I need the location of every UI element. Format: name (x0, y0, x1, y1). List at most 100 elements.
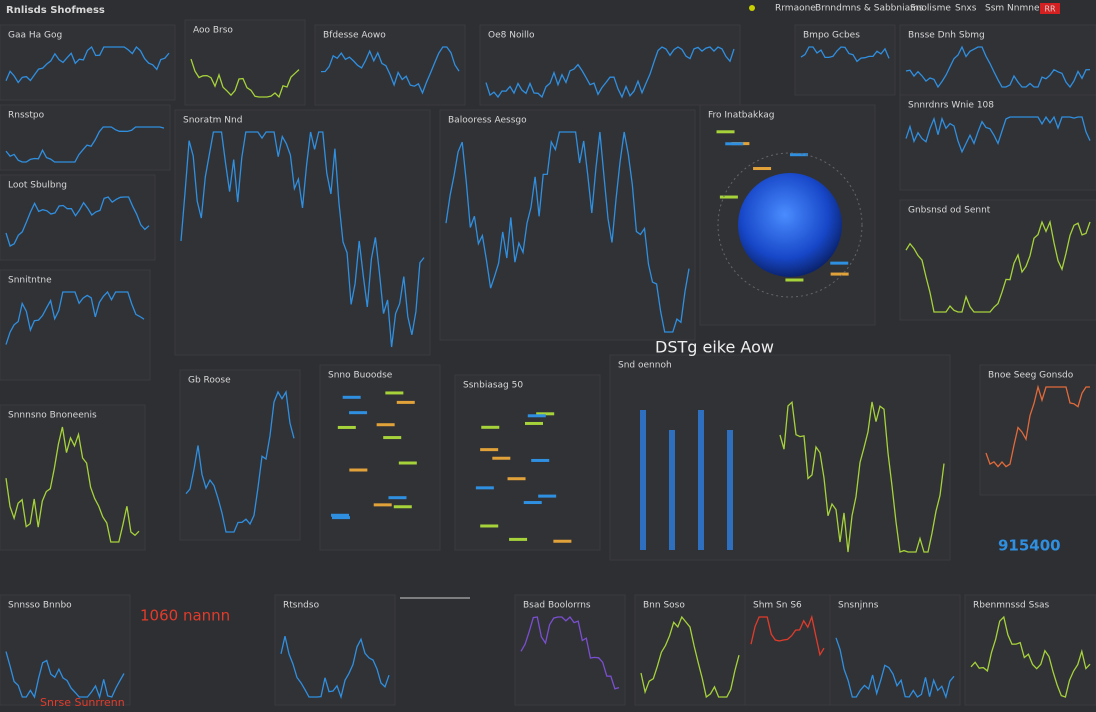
sparkline (190, 58, 300, 99)
menu-item[interactable]: Ssm Nnmnens (985, 4, 1050, 14)
legend-swatch (789, 153, 808, 157)
legend-swatch (349, 468, 368, 472)
panel (0, 104, 171, 171)
panel-title: Bsad Boolorrns (523, 601, 591, 611)
panel-title: Oe8 Noillo (488, 31, 535, 41)
legend-swatch (373, 503, 392, 507)
legend-swatch (481, 425, 500, 429)
sparkline (905, 219, 1091, 313)
panel (319, 364, 441, 551)
legend-swatch (725, 142, 744, 146)
panel (454, 374, 601, 551)
panel (514, 594, 626, 706)
legend-swatch (342, 395, 361, 399)
sparkline (5, 45, 170, 84)
panel (0, 404, 146, 551)
panel-title: Snno Buoodse (328, 371, 393, 381)
panel (829, 594, 961, 706)
menu-item[interactable]: Rrmaone (775, 4, 816, 14)
panel (184, 19, 306, 106)
sparkline (485, 46, 735, 99)
panel-title: Loot Sbulbng (8, 181, 67, 191)
legend-swatch (553, 539, 572, 543)
sparkline (5, 651, 125, 700)
panel-title: Fro Inatbakkag (708, 111, 775, 121)
panel-title: Gnbsnsd od Sennt (908, 206, 991, 216)
panel-title: Bnn Soso (643, 601, 685, 611)
panel-title: Shm Sn S6 (753, 601, 802, 611)
sparkline (280, 636, 390, 700)
legend-swatch (385, 391, 404, 395)
menu-item[interactable]: Brnndmns & Sabbniams (815, 4, 924, 14)
kpi: 915400 (998, 537, 1061, 555)
globe-ring (717, 152, 863, 298)
legend-swatch (388, 496, 407, 500)
panel (794, 24, 896, 96)
legend-swatch (716, 130, 735, 134)
sparkline (970, 615, 1091, 698)
sparkline (320, 46, 460, 95)
panel (634, 594, 746, 706)
panel-title: Aoo Brso (193, 26, 233, 36)
menu-item[interactable]: Snolisme (910, 4, 951, 14)
legend-swatch (376, 423, 395, 427)
panel-title: Snsnjnns (838, 601, 879, 611)
sparkline (5, 290, 145, 345)
kpi: Snrse Sunrrenn (40, 696, 125, 709)
panel-title: Snd oennoh (618, 361, 672, 371)
legend-swatch (830, 261, 849, 265)
status-dot (749, 5, 755, 11)
bar (669, 430, 675, 550)
panel-title: Rtsndso (283, 601, 320, 611)
sparkline (185, 390, 295, 533)
legend-swatch (531, 458, 550, 462)
panel-title: Snnnsno Bnoneenis (8, 411, 97, 421)
legend-swatch (507, 477, 526, 481)
panel-title: Snnitntne (8, 276, 52, 286)
panel (439, 109, 696, 341)
header-button-label[interactable]: RR (1044, 5, 1056, 14)
legend-swatch (396, 400, 415, 404)
legend-swatch (830, 272, 849, 276)
sparkline (985, 384, 1090, 468)
panel-title: Bmpo Gcbes (803, 31, 860, 41)
legend-swatch (753, 167, 772, 171)
panel-title: Bfdesse Aowo (323, 31, 386, 41)
sparkline (779, 400, 945, 553)
panel (0, 174, 156, 261)
panel (0, 269, 151, 381)
sparkline (180, 131, 425, 348)
globe (738, 173, 842, 277)
panel-title: Gaa Ha Gog (8, 31, 62, 41)
panel-title: Snoratm Nnd (183, 116, 242, 126)
header-button[interactable] (1040, 3, 1060, 14)
panel (0, 24, 176, 101)
legend-swatch (527, 414, 546, 418)
panel (174, 109, 431, 356)
panel-title: Balooress Aessgo (448, 116, 527, 126)
sparkline (5, 426, 140, 543)
kpi: 1060 nannn (140, 607, 230, 625)
menu-item[interactable]: Snxs (955, 4, 977, 14)
legend-swatch (331, 513, 350, 517)
sparkline (520, 616, 620, 690)
sparkline (445, 131, 690, 333)
panel-title: Rnsstpo (8, 111, 45, 121)
legend-swatch (393, 505, 412, 509)
panel (979, 364, 1096, 496)
legend-swatch (524, 421, 543, 425)
panel (744, 594, 831, 706)
panel (964, 594, 1096, 706)
panel (609, 354, 951, 561)
sparkline (640, 615, 740, 699)
legend-swatch (785, 278, 804, 282)
legend-swatch (492, 456, 511, 460)
legend-swatch (480, 448, 499, 452)
panel (899, 24, 1096, 96)
panel-title: Bnsse Dnh Sbmg (908, 31, 985, 41)
big-label: DSTg eike Aow (655, 338, 774, 357)
panel-title: Snnsso Bnnbo (8, 601, 72, 611)
panel-title: Gb Roose (188, 376, 231, 386)
